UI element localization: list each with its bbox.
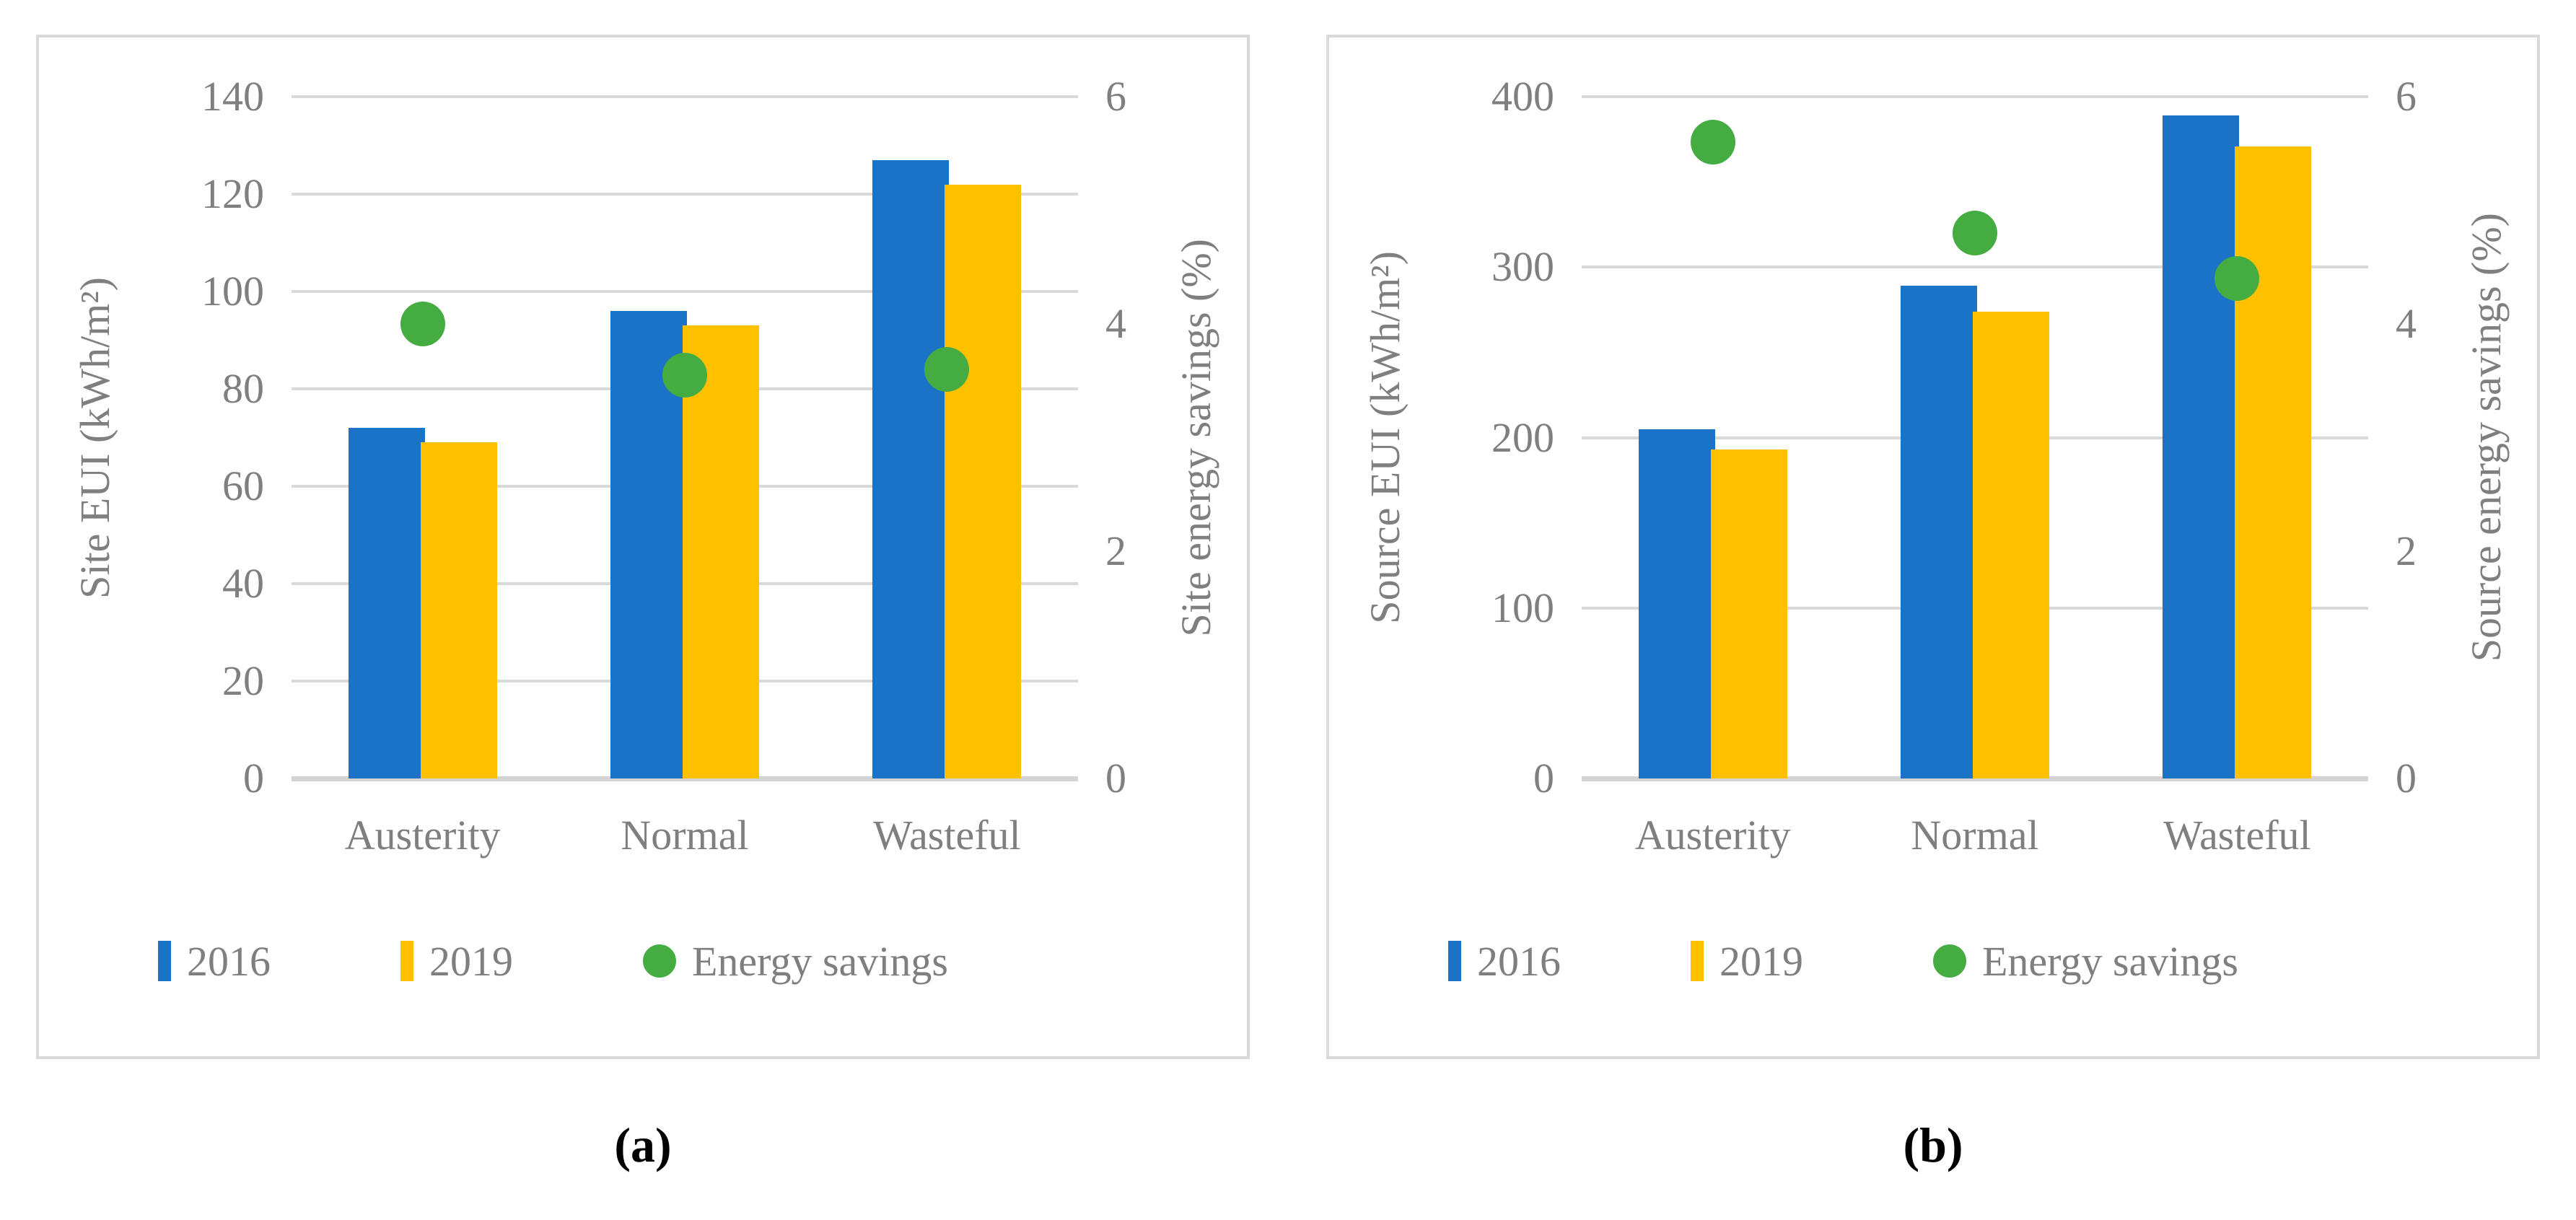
dot-energy-savings-austerity <box>1690 120 1735 164</box>
left-axis-tick-label: 100 <box>1491 584 1554 631</box>
left-axis-title-text: Source EUI (kWh/m²) <box>1361 251 1409 624</box>
gridline <box>292 290 1078 293</box>
category-label-wasteful: Wasteful <box>872 812 1021 859</box>
right-axis-ticks: 6 4 2 0 <box>1105 76 1250 799</box>
right-axis-tick-label: 2 <box>1105 527 1126 574</box>
legend-marker-2016 <box>1448 941 1461 981</box>
plot-area <box>1582 95 2368 781</box>
bar-2016-wasteful <box>2163 115 2240 778</box>
dot-energy-savings-normal <box>662 352 707 398</box>
bar-2016-wasteful <box>872 159 950 778</box>
legend-item-energy-savings: Energy savings <box>1933 937 2238 986</box>
left-axis-tick-label: 40 <box>222 560 264 607</box>
bar-2019-wasteful <box>945 184 1022 778</box>
right-axis-tick-label: 0 <box>1105 755 1126 802</box>
right-axis-ticks: 6 4 2 0 <box>2396 76 2540 799</box>
left-axis-tick-label: 140 <box>201 73 264 120</box>
bar-2019-normal <box>683 325 759 778</box>
left-axis-tick-label: 100 <box>201 268 264 315</box>
x-axis-line <box>292 776 1078 781</box>
legend: 2016 2019 Energy savings <box>1448 932 2238 990</box>
bar-2019-wasteful <box>2235 146 2312 778</box>
plot-area <box>292 95 1078 781</box>
bar-2019-normal <box>1973 311 2049 778</box>
right-axis-tick-label: 6 <box>2396 73 2417 120</box>
legend-marker-2019 <box>400 941 413 981</box>
legend-label-energy-savings: Energy savings <box>692 937 948 985</box>
gridline <box>1582 95 2368 98</box>
x-axis-line <box>1582 776 2368 781</box>
legend-item-2019: 2019 <box>1691 937 1803 986</box>
legend-marker-2019 <box>1691 941 1704 981</box>
chart-panel-a: Site EUI (kWh/m²) Site energy savings (%… <box>36 35 1250 1059</box>
right-axis-tick-label: 4 <box>2396 300 2417 347</box>
legend-item-2019: 2019 <box>400 937 513 986</box>
category-label-austerity: Austerity <box>1634 812 1791 859</box>
bar-2016-austerity <box>348 428 425 778</box>
dot-energy-savings-austerity <box>400 302 445 346</box>
legend-marker-energy-savings <box>1933 944 1966 978</box>
left-axis-tick-label: 80 <box>222 365 264 412</box>
left-axis-title-text: Site EUI (kWh/m²) <box>71 276 118 599</box>
legend-item-2016: 2016 <box>1448 937 1561 986</box>
right-axis-tick-label: 0 <box>2396 755 2417 802</box>
legend-label-2019: 2019 <box>1719 937 1803 985</box>
legend-marker-2016 <box>158 941 171 981</box>
caption-a: (a) <box>614 1118 672 1172</box>
category-label-normal: Normal <box>621 812 749 859</box>
category-label-normal: Normal <box>1911 812 2039 859</box>
gridline <box>292 95 1078 98</box>
dot-energy-savings-normal <box>1953 211 1997 255</box>
caption-b: (b) <box>1903 1118 1963 1172</box>
right-axis-tick-label: 2 <box>2396 527 2417 574</box>
left-axis-tick-label: 200 <box>1491 413 1554 461</box>
right-axis-tick-label: 6 <box>1105 73 1126 120</box>
bar-2019-austerity <box>420 442 497 778</box>
legend-item-energy-savings: Energy savings <box>643 937 948 986</box>
legend: 2016 2019 Energy savings <box>158 932 948 990</box>
bar-2016-austerity <box>1638 429 1715 778</box>
category-axis: Austerity Normal Wasteful <box>292 811 1078 876</box>
left-axis-tick-label: 400 <box>1491 73 1554 120</box>
category-label-wasteful: Wasteful <box>2163 812 2311 859</box>
right-axis-tick-label: 4 <box>1105 300 1126 347</box>
left-axis-tick-label: 120 <box>201 170 264 217</box>
left-axis-tick-label: 60 <box>222 462 264 509</box>
left-axis-tick-label: 0 <box>243 755 264 802</box>
gridline <box>1582 265 2368 269</box>
chart-panel-b: Source EUI (kWh/m²) Source energy saving… <box>1326 35 2540 1059</box>
left-axis-tick-label: 0 <box>1533 755 1554 802</box>
left-axis-tick-label: 300 <box>1491 243 1554 291</box>
legend-label-2019: 2019 <box>429 937 513 985</box>
legend-label-2016: 2016 <box>187 937 271 985</box>
gridline <box>292 193 1078 196</box>
legend-label-2016: 2016 <box>1477 937 1561 985</box>
category-axis: Austerity Normal Wasteful <box>1582 811 2368 876</box>
legend-item-2016: 2016 <box>158 937 271 986</box>
left-axis-ticks: 400 300 200 100 0 <box>1410 76 1554 799</box>
left-axis-tick-label: 20 <box>222 657 264 704</box>
left-axis-ticks: 140 120 100 80 60 40 20 0 <box>120 76 264 799</box>
category-label-austerity: Austerity <box>344 812 501 859</box>
legend-label-energy-savings: Energy savings <box>1982 937 2238 985</box>
legend-marker-energy-savings <box>643 944 676 978</box>
dot-energy-savings-wasteful <box>2214 256 2260 301</box>
dot-energy-savings-wasteful <box>924 347 970 392</box>
bar-2019-austerity <box>1710 449 1787 778</box>
bar-2016-normal <box>1901 286 1977 778</box>
